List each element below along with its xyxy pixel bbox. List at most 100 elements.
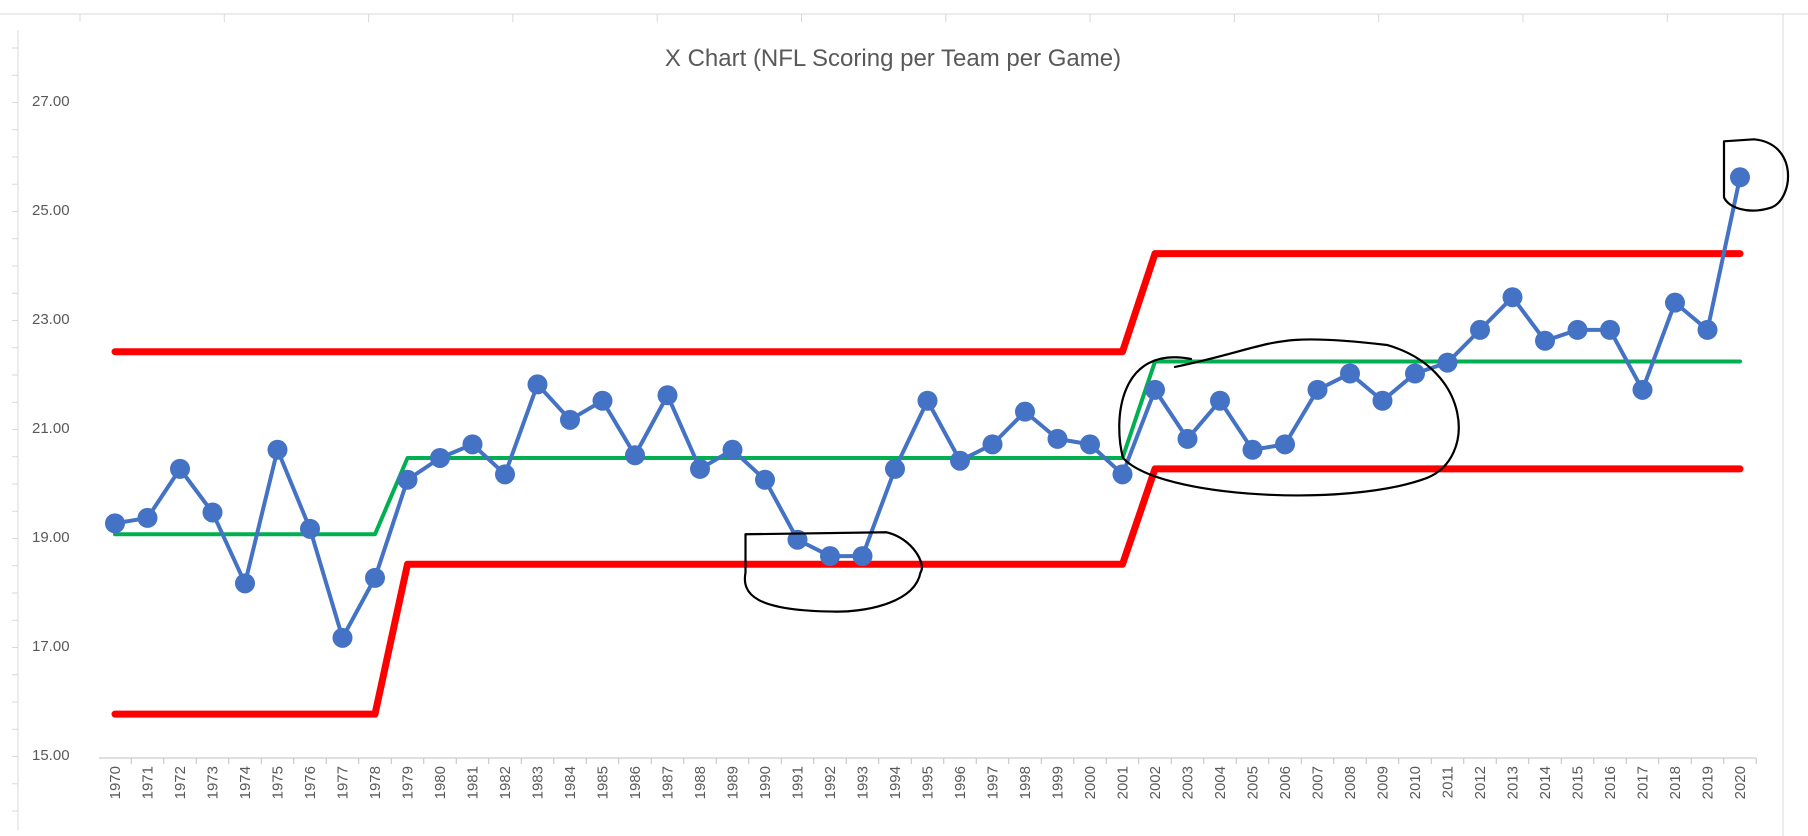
x-tick-label: 2017 (1635, 766, 1652, 799)
x-tick-label: 2004 (1212, 766, 1229, 799)
x-tick-label: 1999 (1050, 766, 1067, 799)
chart-title: X Chart (NFL Scoring per Team per Game) (665, 45, 1121, 72)
annotation-circle (1722, 138, 1790, 212)
x-tick-label: 2014 (1537, 766, 1554, 799)
data-point (950, 450, 970, 471)
data-point (1047, 428, 1068, 449)
x-tick-label: 1978 (367, 766, 384, 799)
x-tick-label: 2003 (1180, 766, 1197, 799)
x-axis: 1970 1971 1972 1973 1974 1975 1976 1977 1978 1979… (107, 758, 1757, 799)
annotation-circle (743, 531, 923, 613)
x-tick-label: 1970 (107, 766, 124, 799)
y-tick-label: 19.00 (32, 529, 70, 546)
x-tick-label: 2011 (1440, 766, 1457, 798)
x-tick-label: 2007 (1310, 766, 1327, 799)
y-tick-label: 27.00 (32, 93, 70, 110)
y-tick-label: 17.00 (32, 638, 70, 655)
lower-limit-line (111, 465, 1744, 718)
x-tick-label: 2001 (1115, 766, 1132, 799)
x-tick-label: 2006 (1277, 766, 1294, 799)
data-point (1470, 319, 1490, 340)
x-tick-label: 1982 (497, 766, 514, 799)
data-point (625, 445, 645, 466)
x-tick-label: 1971 (140, 766, 157, 799)
series-layer (105, 167, 1750, 718)
data-point (332, 627, 353, 648)
data-point (885, 458, 905, 479)
data-point (657, 385, 678, 406)
x-tick-label: 1973 (205, 766, 222, 799)
data-point (267, 439, 288, 460)
data-point (820, 546, 840, 567)
data-point (1210, 390, 1230, 411)
x-tick-label: 2010 (1407, 766, 1424, 799)
data-point (495, 464, 515, 485)
x-tick-label: 2008 (1342, 766, 1359, 799)
x-tick-label: 1992 (822, 766, 839, 799)
upper-limit-line (111, 250, 1744, 356)
x-tick-label: 1972 (172, 766, 189, 799)
data-point (202, 502, 223, 523)
x-tick-label: 1976 (302, 766, 319, 799)
y-tick-label: 23.00 (32, 311, 70, 328)
data-point (1697, 319, 1718, 340)
x-tick-label: 2019 (1700, 766, 1717, 799)
x-tick-label: 1984 (562, 766, 579, 799)
x-tick-label: 1974 (237, 766, 254, 799)
x-tick-label: 1979 (400, 766, 417, 799)
data-point (1600, 319, 1620, 340)
data-point (560, 409, 580, 430)
data-point (1307, 379, 1328, 400)
data-point (1275, 434, 1295, 455)
data-point (1665, 292, 1685, 313)
average-line (113, 359, 1742, 537)
data-point (1632, 379, 1653, 400)
x-tick-label: 1975 (270, 766, 287, 799)
x-tick-label: 2015 (1570, 766, 1587, 799)
data-point (592, 390, 613, 411)
y-tick-label: 15.00 (32, 747, 70, 764)
data-point (1535, 330, 1555, 351)
x-tick-label: 2018 (1667, 766, 1684, 799)
x-tick-label: 2020 (1732, 766, 1749, 799)
data-point (787, 529, 808, 550)
x-tick-label: 1993 (855, 766, 872, 799)
x-tick-label: 2016 (1602, 766, 1619, 799)
data-point (1437, 352, 1458, 373)
x-tick-label: 1988 (692, 766, 709, 799)
x-tick-label: 1983 (530, 766, 547, 799)
x-tick-label: 1994 (887, 766, 904, 799)
data-point (1177, 428, 1198, 449)
x-tick-label: 2002 (1147, 766, 1164, 799)
x-tick-label: 2009 (1375, 766, 1392, 799)
data-point (1372, 390, 1393, 411)
data-point (235, 573, 255, 594)
data-point (852, 546, 873, 567)
data-point (105, 513, 125, 534)
y-tick-label: 25.00 (32, 202, 70, 219)
x-tick-label: 2005 (1245, 766, 1262, 799)
data-point (1502, 287, 1523, 308)
x-tick-label: 1980 (432, 766, 449, 799)
data-point (1145, 379, 1165, 400)
x-tick-label: 1998 (1017, 766, 1034, 799)
x-tick-label: 1990 (757, 766, 774, 799)
data-point (430, 447, 450, 468)
data-point (722, 439, 743, 460)
data-point (397, 469, 418, 490)
data-point (1730, 167, 1750, 188)
x-tick-label: 1986 (627, 766, 644, 799)
x-tick-label: 2000 (1082, 766, 1099, 799)
x-tick-label: 1987 (660, 766, 677, 799)
y-tick-label: 21.00 (32, 420, 70, 437)
data-point (917, 390, 938, 411)
frame-layer (0, 13, 1808, 836)
data-point (1080, 434, 1100, 455)
data-point (1405, 363, 1425, 384)
data-point (1015, 401, 1035, 422)
data-point (170, 458, 190, 479)
annotation-layer (743, 138, 1790, 613)
x-tick-label: 1991 (790, 766, 807, 799)
